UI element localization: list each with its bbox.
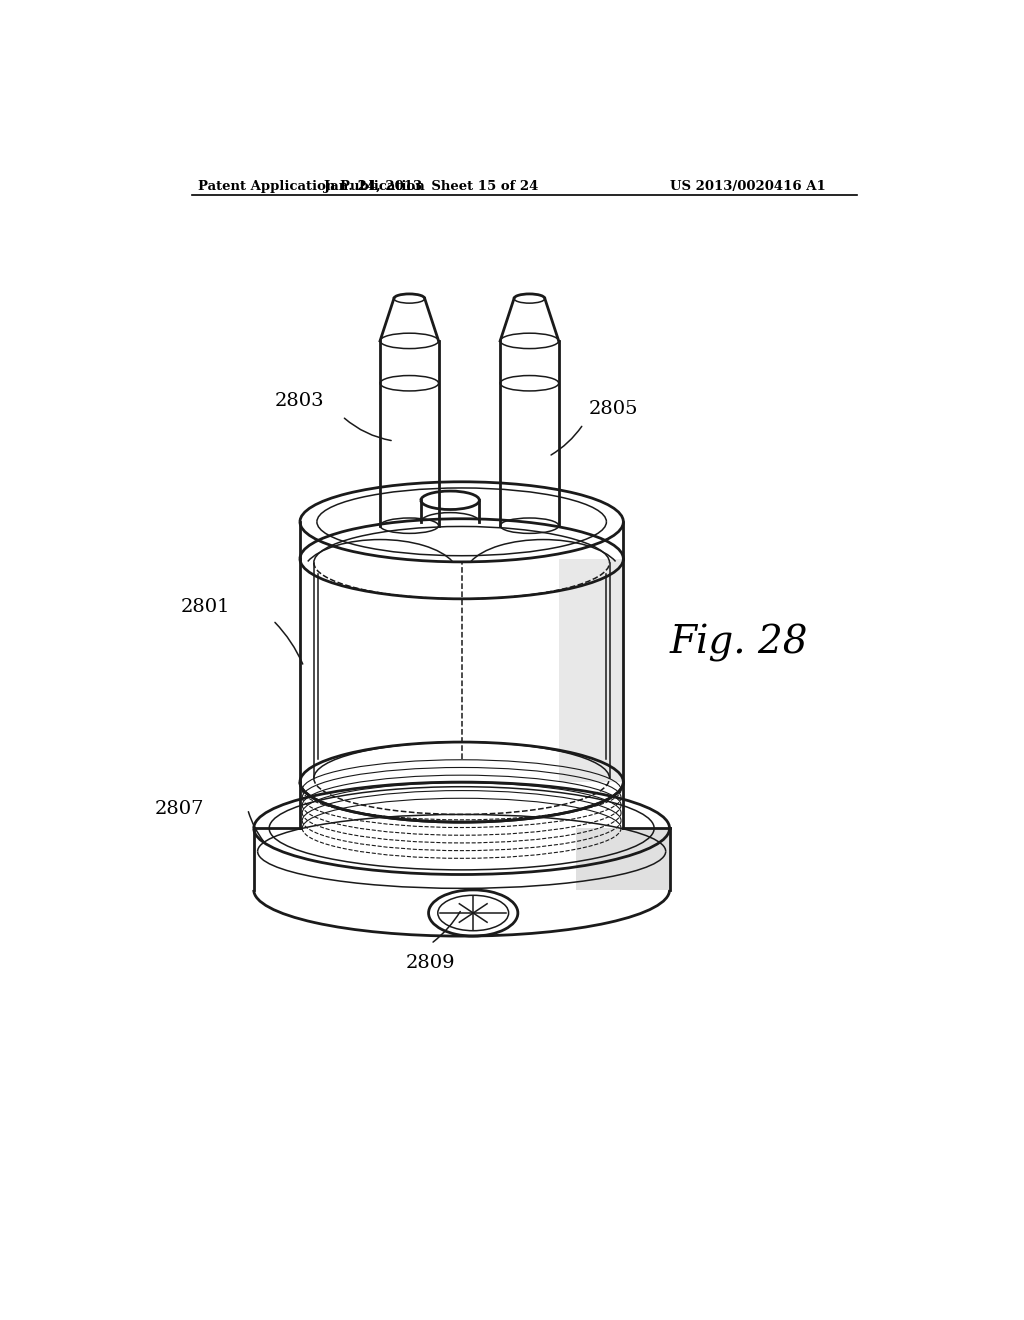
Text: 2805: 2805 bbox=[589, 400, 638, 417]
Polygon shape bbox=[577, 829, 670, 890]
Text: 2807: 2807 bbox=[155, 800, 204, 818]
Text: 2809: 2809 bbox=[407, 954, 456, 972]
Text: 2801: 2801 bbox=[181, 598, 230, 615]
Text: Fig. 28: Fig. 28 bbox=[670, 624, 808, 663]
Text: US 2013/0020416 A1: US 2013/0020416 A1 bbox=[670, 180, 825, 193]
Text: 2803: 2803 bbox=[275, 392, 325, 411]
Polygon shape bbox=[559, 558, 624, 781]
Text: Patent Application Publication: Patent Application Publication bbox=[199, 180, 425, 193]
Text: Jan. 24, 2013  Sheet 15 of 24: Jan. 24, 2013 Sheet 15 of 24 bbox=[324, 180, 538, 193]
